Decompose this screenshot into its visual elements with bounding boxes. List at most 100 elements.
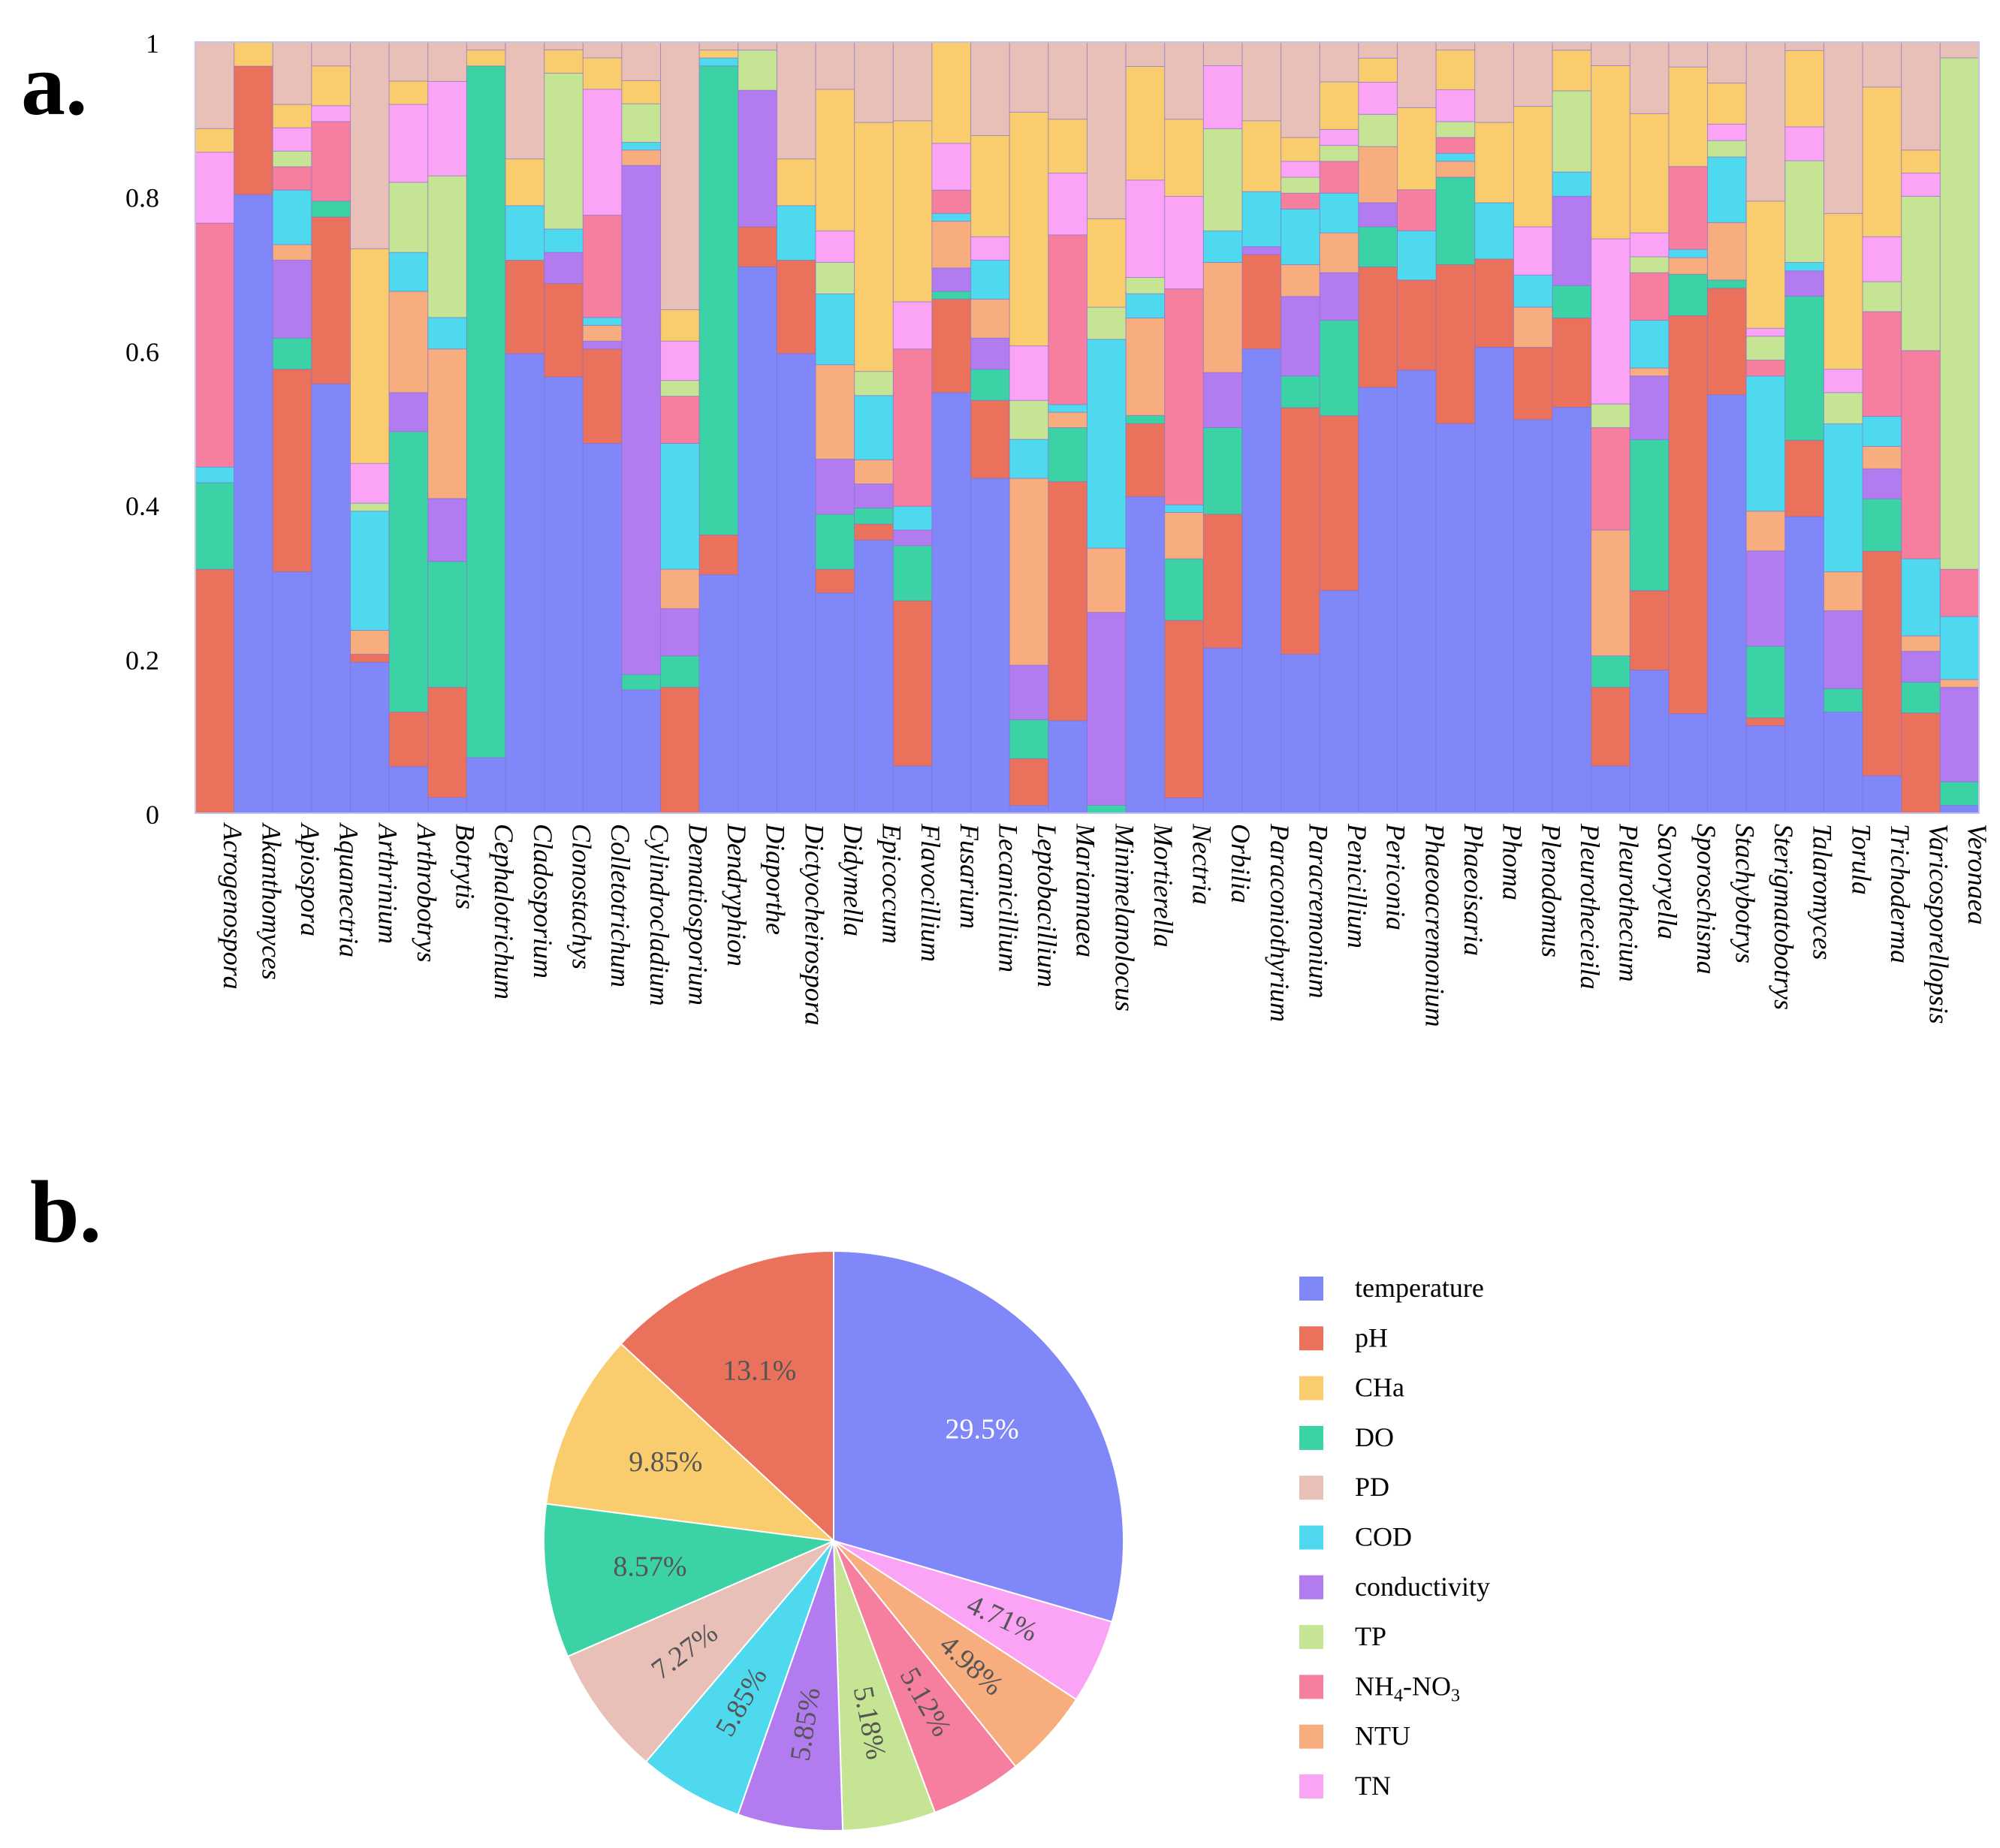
y-tick-label: 0.8 (125, 182, 159, 213)
legend-swatch (1299, 1277, 1323, 1301)
bar-segment-cha (1358, 57, 1398, 83)
bar-stack-acrogenospora (195, 41, 235, 814)
bar-stack-phoma (1474, 41, 1514, 814)
bar-segment-temperature (738, 267, 777, 814)
bar-segment-temperature (698, 574, 739, 814)
bar-stack-stachybotrys (1707, 41, 1747, 814)
bar-segment-ph (660, 686, 700, 814)
legend-swatch (1299, 1425, 1323, 1450)
bar-segment-pd (1202, 41, 1243, 66)
bar-segment-ph (931, 298, 972, 393)
x-tick-label: Aquanectria (334, 822, 364, 957)
x-tick-label: Sporoschisma (1691, 824, 1721, 975)
legend-swatch (1299, 1675, 1323, 1699)
bar-segment-pd (1629, 41, 1670, 114)
bar-segment-cha (1009, 111, 1049, 347)
bar-segment-pd (1591, 41, 1630, 66)
bar-stack-phaeoisaria (1435, 41, 1476, 814)
bar-segment-cod (1241, 191, 1282, 247)
bar-segment-ntu (1591, 529, 1630, 656)
bar-segment-temperature (350, 662, 390, 814)
bar-segment-temperature (1629, 669, 1670, 814)
bar-segment-nh4-no3 (1048, 234, 1087, 405)
x-tick-label: Dictyocheirospora (799, 823, 829, 1026)
bar-segment-pd (1009, 41, 1049, 113)
bar-segment-nh4-no3 (1629, 272, 1670, 321)
pie-slice-label: 29.5% (946, 1414, 1019, 1446)
bar-segment-tp (388, 182, 429, 253)
bar-segment-tp (1202, 128, 1243, 232)
legend-label: temperature (1355, 1273, 1484, 1303)
bar-segment-cod (660, 442, 700, 570)
bar-segment-conductivity (544, 252, 584, 285)
y-tick-label: 0.2 (125, 646, 159, 676)
pie-slice-label: 13.1% (722, 1355, 796, 1387)
bar-segment-tp (1862, 281, 1902, 312)
bar-segment-ph (582, 348, 623, 444)
bar-segment-pd (311, 41, 351, 67)
legend-entry-nh4-no3: NH4-NO3 (1299, 1671, 1460, 1705)
bar-segment-ntu (970, 298, 1010, 339)
y-tick-label: 0.6 (125, 337, 159, 367)
y-tick-label: 0 (146, 800, 159, 830)
legend-entry-cod: COD (1299, 1522, 1412, 1552)
bar-stack-sporoschisma (1668, 41, 1709, 814)
legend-label: PD (1355, 1472, 1389, 1502)
legend-swatch (1299, 1774, 1323, 1798)
bar-segment-cha (505, 158, 545, 207)
bar-segment-pd (1397, 41, 1437, 108)
bar-segment-tp (815, 261, 855, 294)
bar-segment-cha (776, 158, 816, 207)
bar-segment-temperature (1281, 653, 1320, 814)
bar-segment-conductivity (1319, 272, 1359, 321)
bar-stack-epicoccum (854, 41, 894, 814)
bar-segment-cod (1087, 339, 1127, 549)
bar-segment-temperature (970, 478, 1010, 814)
bar-segment-pd (1745, 41, 1786, 202)
bar-segment-tn (660, 340, 700, 381)
bar-segment-tn (350, 463, 390, 504)
x-tick-label: Varicosporellopsis (1924, 824, 1954, 1024)
bar-stack-arthrobotrys (388, 41, 429, 814)
bar-stack-savoryella (1629, 41, 1670, 814)
bar-segment-do (660, 655, 700, 688)
bar-stack-penicillium (1319, 41, 1359, 814)
bar-segment-tn (1048, 173, 1087, 236)
bar-segment-ph (1202, 514, 1243, 649)
bar-segment-tn (1784, 126, 1824, 161)
bar-segment-do (1358, 226, 1398, 268)
bar-segment-ph (1552, 318, 1592, 408)
x-tick-label: Phoma (1498, 823, 1528, 900)
bar-stack-arthrinium (350, 41, 390, 814)
bar-segment-ph (1281, 407, 1320, 655)
bar-segment-cha (621, 80, 662, 104)
bar-segment-cod (1629, 320, 1670, 369)
x-tick-label: Botrytis (451, 824, 481, 909)
x-tick-label: Clonostachys (567, 824, 597, 969)
bar-segment-tp (1009, 399, 1049, 440)
bar-segment-tn (815, 231, 855, 263)
bar-stack-periconia (1358, 41, 1398, 814)
x-tick-label: Epicoccum (877, 823, 907, 944)
bar-segment-conductivity (1745, 550, 1786, 647)
bar-segment-ph (1474, 258, 1514, 348)
bar-stack-orbilia (1202, 41, 1243, 814)
bar-segment-conductivity (621, 164, 662, 675)
bar-segment-tp (621, 103, 662, 143)
bar-segment-pd (1823, 41, 1863, 214)
pie-slice-ph (620, 1250, 834, 1543)
legend-swatch (1299, 1476, 1323, 1500)
legend-entry-tn: TN (1299, 1771, 1391, 1801)
bar-segment-do (1202, 427, 1243, 515)
bar-segment-cod (1009, 439, 1049, 479)
x-tick-label: Cephalotrichum (489, 824, 519, 999)
bar-segment-do (1281, 375, 1320, 408)
x-tick-label: Trichoderma (1885, 824, 1915, 963)
bar-segment-temperature (466, 757, 506, 814)
legend-entry-conductivity: conductivity (1299, 1572, 1490, 1602)
bar-segment-tn (1901, 173, 1941, 197)
bar-segment-cha (1707, 83, 1747, 125)
pie-slice-pd (566, 1540, 834, 1763)
bar-segment-ph (970, 399, 1010, 479)
x-tick-label: Cylindrocladium (644, 824, 674, 1006)
